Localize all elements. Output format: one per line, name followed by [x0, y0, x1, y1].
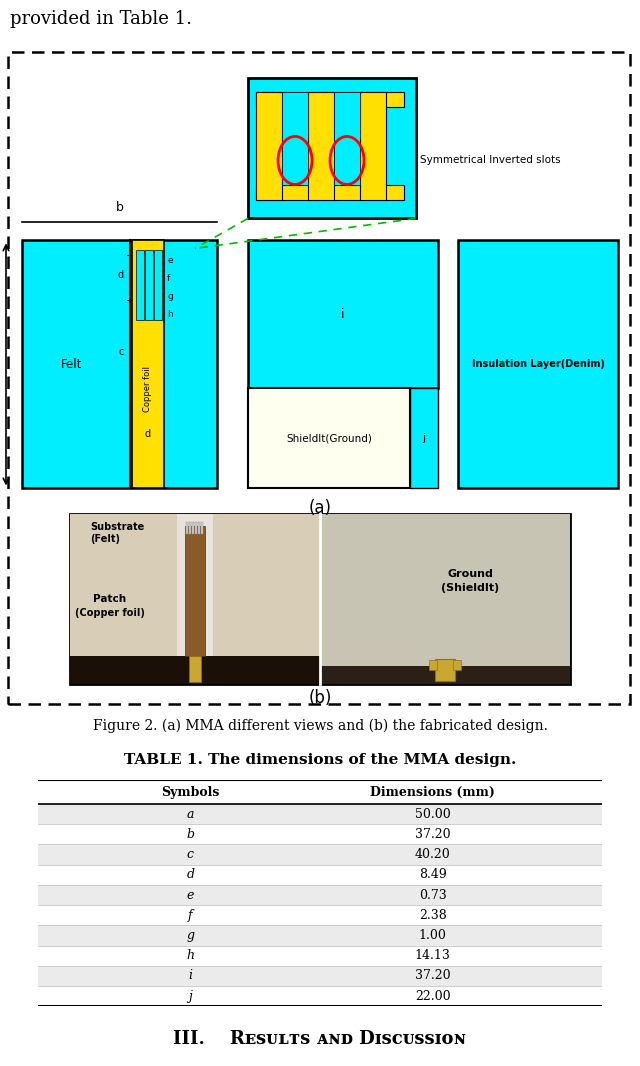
Bar [453, 661, 461, 671]
Text: Substrate: Substrate [90, 522, 144, 532]
Text: Dimensions (mm): Dimensions (mm) [370, 786, 495, 798]
Text: 40.20: 40.20 [415, 849, 451, 861]
Bar [256, 185, 404, 200]
Text: 8.49: 8.49 [419, 869, 447, 882]
Bar [308, 93, 334, 200]
Bar [198, 522, 200, 534]
Text: (ShieldIt): (ShieldIt) [441, 583, 499, 593]
Text: h: h [186, 949, 195, 963]
Bar [282, 93, 308, 185]
Text: 37.20: 37.20 [415, 828, 451, 841]
Bar [429, 661, 437, 671]
Text: d: d [118, 271, 124, 280]
Text: (a): (a) [308, 500, 332, 517]
Text: i: i [188, 969, 193, 983]
Text: 1.00: 1.00 [419, 928, 447, 942]
Bar [248, 388, 410, 488]
Bar [192, 522, 194, 534]
Bar [185, 527, 205, 657]
Bar [189, 657, 201, 682]
Text: 0.73: 0.73 [419, 889, 447, 902]
Bar [70, 515, 320, 684]
Text: (Felt): (Felt) [90, 534, 120, 545]
Text: c: c [118, 348, 124, 357]
Text: Insulation Layer(Denim): Insulation Layer(Denim) [472, 359, 604, 370]
Bar [154, 251, 162, 321]
Bar [248, 241, 438, 388]
Bar [195, 522, 197, 534]
Bar [136, 251, 144, 321]
Bar [334, 93, 360, 185]
Text: b: b [186, 828, 195, 841]
Text: III.    Rᴇѕᴜʟᴛѕ ᴀɴᴅ Dɪѕсᴜѕѕɪᴏɴ: III. Rᴇѕᴜʟᴛѕ ᴀɴᴅ Dɪѕсᴜѕѕɪᴏɴ [173, 1031, 467, 1048]
Bar [38, 885, 602, 905]
Text: TABLE 1. The dimensions of the MMA design.: TABLE 1. The dimensions of the MMA desig… [124, 753, 516, 768]
Bar [177, 515, 213, 657]
Bar [38, 844, 602, 865]
Text: 37.20: 37.20 [415, 969, 451, 983]
Bar [145, 251, 153, 321]
Text: 14.13: 14.13 [415, 949, 451, 963]
Bar [248, 79, 416, 219]
Text: (b): (b) [308, 690, 332, 708]
Text: 22.00: 22.00 [415, 989, 451, 1003]
Text: f: f [188, 908, 193, 922]
Bar [435, 660, 455, 681]
Text: ShieldIt(Ground): ShieldIt(Ground) [286, 434, 372, 443]
Bar [458, 241, 618, 488]
Text: Symmetrical Inverted slots: Symmetrical Inverted slots [420, 156, 561, 165]
Bar [189, 522, 191, 534]
Bar [320, 666, 570, 684]
Bar [38, 804, 602, 824]
Bar [256, 93, 282, 200]
Text: j: j [189, 989, 193, 1003]
Text: e: e [187, 889, 194, 902]
Bar [38, 966, 602, 986]
Text: 2.38: 2.38 [419, 908, 447, 922]
Bar [38, 925, 602, 946]
Text: g: g [167, 292, 173, 301]
Text: a: a [187, 808, 194, 821]
Text: e: e [167, 256, 173, 265]
Text: b: b [116, 201, 124, 214]
Text: Copper foil: Copper foil [143, 367, 152, 413]
Text: j: j [422, 434, 426, 443]
Bar [256, 93, 404, 108]
Text: Symbols: Symbols [161, 786, 220, 798]
Text: Figure 2. (a) MMA different views and (b) the fabricated design.: Figure 2. (a) MMA different views and (b… [93, 718, 547, 733]
Text: provided in Table 1.: provided in Table 1. [10, 10, 191, 28]
Bar [320, 515, 570, 684]
Text: g: g [186, 928, 195, 942]
Text: i: i [341, 308, 345, 321]
Text: 50.00: 50.00 [415, 808, 451, 821]
Bar [201, 522, 203, 534]
Bar [132, 241, 164, 488]
Bar [410, 388, 438, 488]
Text: d: d [145, 429, 151, 439]
Bar [70, 515, 570, 684]
Bar [22, 241, 217, 488]
Text: h: h [167, 310, 173, 319]
Text: f: f [167, 274, 170, 282]
Bar [186, 522, 188, 534]
Text: Ground: Ground [447, 569, 493, 579]
Bar [360, 93, 386, 200]
Bar [70, 657, 320, 684]
Text: c: c [187, 849, 194, 861]
Text: Felt: Felt [61, 358, 83, 371]
Text: d: d [186, 869, 195, 882]
Text: Patch: Patch [93, 595, 127, 604]
Text: (Copper foil): (Copper foil) [75, 609, 145, 618]
